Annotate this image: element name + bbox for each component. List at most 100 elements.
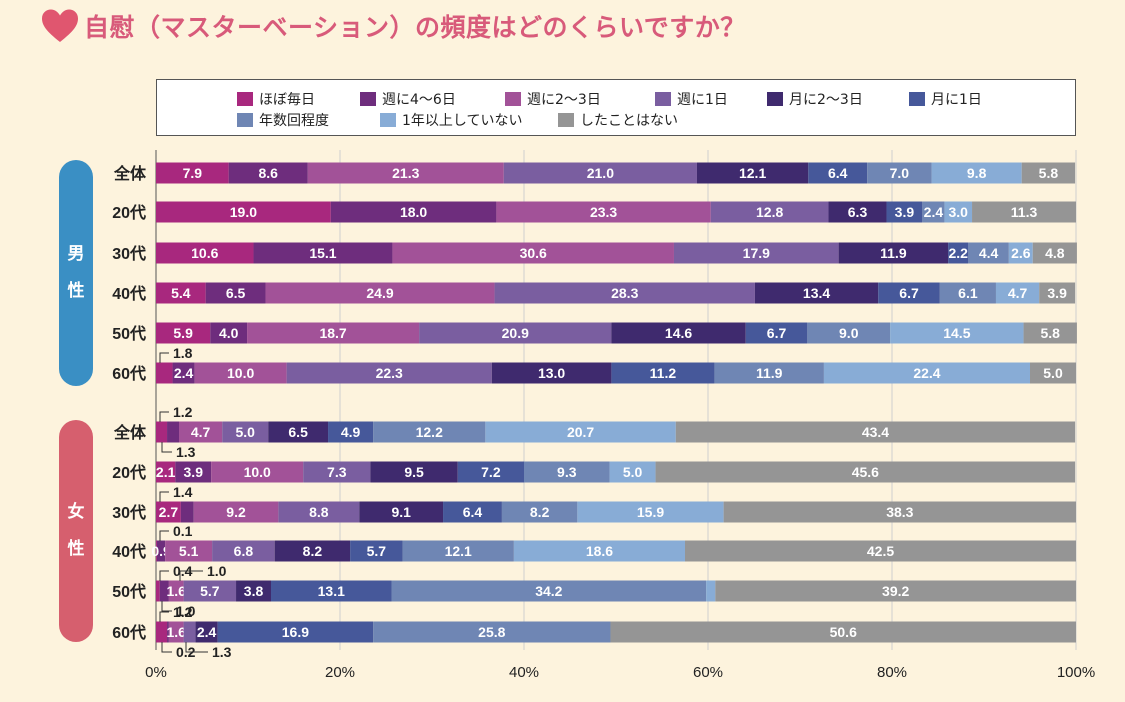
bar-segment xyxy=(610,621,1076,643)
bar-segment xyxy=(165,540,213,562)
legend-swatch xyxy=(909,92,925,106)
data-label: 2.2 xyxy=(949,245,969,261)
bar-segment xyxy=(1023,322,1077,344)
data-label: 3.9 xyxy=(184,464,204,480)
bar-segment xyxy=(723,501,1076,523)
bar-segment xyxy=(156,540,157,562)
bar-segment xyxy=(491,362,612,384)
bar-segment xyxy=(609,461,656,483)
callout-leader xyxy=(159,411,169,422)
bar-segment xyxy=(265,282,495,304)
data-label: 2.4 xyxy=(197,624,217,640)
data-label: 6.4 xyxy=(463,504,483,520)
callout-label: 1.0 xyxy=(207,563,227,579)
bar-segment xyxy=(710,201,829,223)
data-label: 4.7 xyxy=(1008,285,1028,301)
bar-segment xyxy=(236,580,271,602)
bar-segment xyxy=(715,580,1076,602)
legend-item: 年数回程度 xyxy=(237,110,329,130)
bar-segment xyxy=(228,162,308,184)
bar-segment xyxy=(867,162,932,184)
data-label: 8.6 xyxy=(259,165,279,181)
bar-segment xyxy=(156,322,211,344)
bar-segment xyxy=(611,322,746,344)
data-label: 24.9 xyxy=(366,285,393,301)
row-label: 60代 xyxy=(112,623,146,642)
legend-label: したことはない xyxy=(580,113,678,129)
row-label: 20代 xyxy=(112,203,146,222)
data-label: 28.3 xyxy=(611,285,638,301)
data-label: 5.1 xyxy=(179,543,199,559)
data-label: 10.0 xyxy=(227,365,254,381)
bar-segment xyxy=(210,322,248,344)
legend-label: 週に4〜6日 xyxy=(382,92,456,108)
data-label: 4.7 xyxy=(191,424,211,440)
data-label: 42.5 xyxy=(867,543,894,559)
bar-row: 50代 5.9 4.0 18.7 20.9 14.6 6.7 9.0 14.5 5.8 xyxy=(112,322,1077,344)
bar-segment xyxy=(168,580,184,602)
data-label: 12.2 xyxy=(416,424,443,440)
bar-segment xyxy=(391,580,707,602)
data-label: 38.3 xyxy=(886,504,913,520)
data-label: 12.1 xyxy=(445,543,472,559)
bar-segment xyxy=(754,282,879,304)
bar-segment xyxy=(392,242,674,264)
bar-segment xyxy=(217,621,374,643)
data-label: 20.9 xyxy=(502,325,529,341)
bar-segment xyxy=(457,461,524,483)
bar-row: 40代 0.9 5.1 6.8 8.2 5.7 12.1 18.6 42.5 xyxy=(112,540,1076,562)
data-label: 5.7 xyxy=(367,543,387,559)
bar-segment xyxy=(156,580,160,602)
data-label: 15.1 xyxy=(309,245,336,261)
data-label: 1.6 xyxy=(167,583,187,599)
bar-segment xyxy=(931,162,1022,184)
bar-segment xyxy=(195,621,218,643)
data-label: 3.9 xyxy=(895,204,915,220)
bar-segment xyxy=(156,461,176,483)
x-tick-label: 20% xyxy=(325,664,355,681)
bar-segment xyxy=(247,322,420,344)
bar-segment xyxy=(808,162,868,184)
bar-segment xyxy=(278,501,360,523)
data-label: 50.6 xyxy=(830,624,857,640)
callout-label: 1.2 xyxy=(173,404,193,420)
bar-segment xyxy=(838,242,949,264)
data-label: 9.8 xyxy=(967,165,987,181)
data-label: 7.9 xyxy=(183,165,203,181)
data-label: 9.1 xyxy=(391,504,411,520)
group-label-female-char-1: 女 xyxy=(67,502,85,522)
bar-segment xyxy=(156,540,166,562)
data-label: 21.0 xyxy=(587,165,614,181)
callout-leader xyxy=(161,601,172,612)
bar-segment xyxy=(524,461,610,483)
legend-swatch xyxy=(767,92,783,106)
bar-row: 30代 10.6 15.1 30.6 17.9 11.9 2.2 4.4 2.6 4.8 xyxy=(112,242,1077,264)
bar-segment xyxy=(303,461,371,483)
group-label-female: 女 性 xyxy=(59,420,93,642)
bar-segment xyxy=(159,580,169,602)
bar-segment xyxy=(503,162,697,184)
bar-segment xyxy=(307,162,504,184)
legend-item: したことはない xyxy=(558,110,678,130)
callout-leader xyxy=(161,642,172,653)
bar-segment xyxy=(995,282,1040,304)
bar-segment xyxy=(823,362,1030,384)
legend-swatch xyxy=(360,92,376,106)
bar-segment xyxy=(968,242,1009,264)
bar-segment xyxy=(706,580,716,602)
data-label: 12.8 xyxy=(756,204,783,220)
bar-segment xyxy=(496,201,711,223)
row-label: 全体 xyxy=(113,164,147,183)
bar-segment xyxy=(485,421,676,443)
bar-segment xyxy=(212,540,275,562)
bar-segment xyxy=(655,461,1076,483)
legend-swatch xyxy=(505,92,521,106)
row-label: 全体 xyxy=(113,423,147,442)
bar-segment xyxy=(373,621,611,643)
bar-segment xyxy=(714,362,824,384)
bar-segment xyxy=(271,580,392,602)
data-label: 3.9 xyxy=(1047,285,1067,301)
data-label: 9.5 xyxy=(404,464,424,480)
bar-segment xyxy=(156,621,168,643)
